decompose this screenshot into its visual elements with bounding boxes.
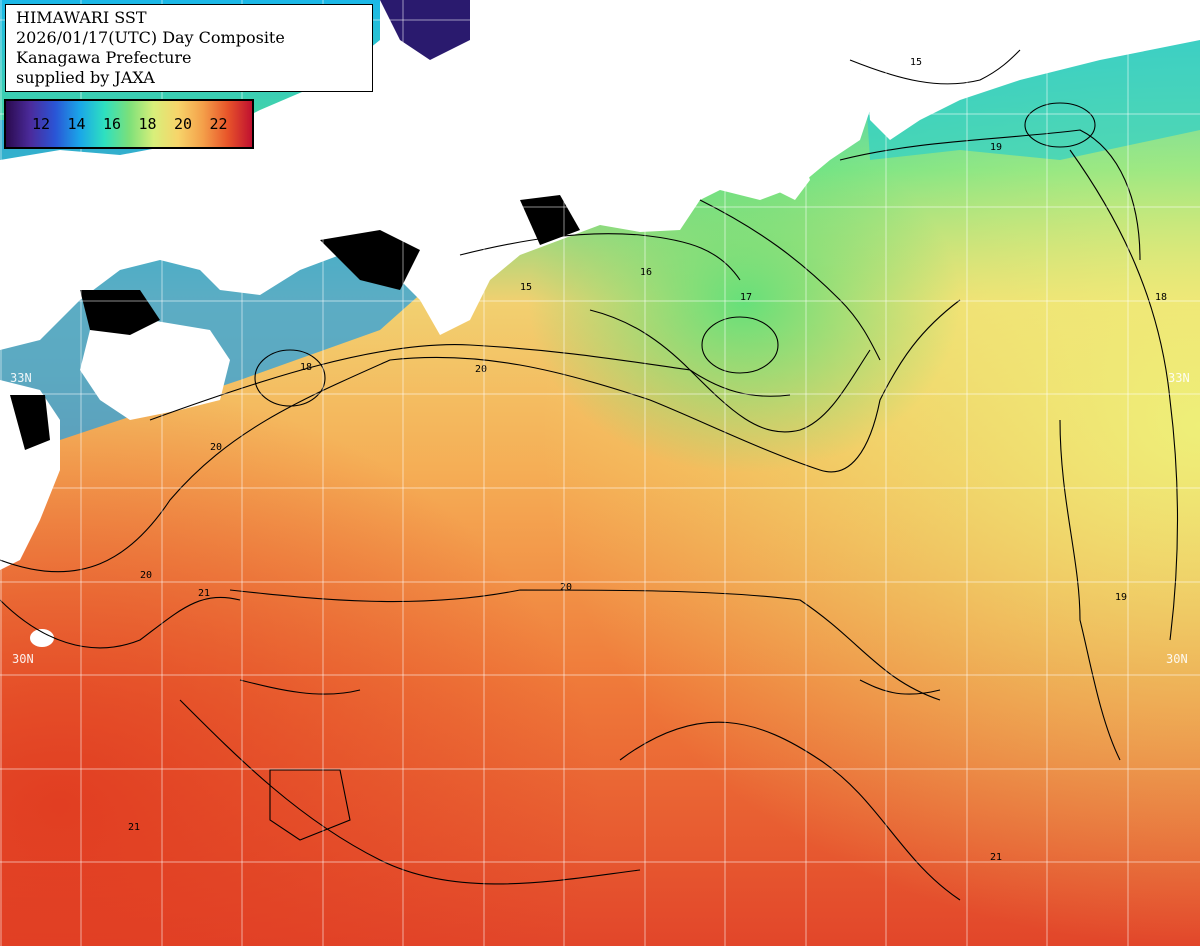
contour-17 (701, 316, 779, 374)
date-line: 2026/01/17(UTC) Day Composite (16, 28, 285, 47)
contour-label: 18 (300, 362, 312, 373)
contour-21 (619, 721, 961, 901)
contour-label: 20 (560, 582, 572, 593)
contour-label: 19 (990, 142, 1002, 153)
contour-21 (0, 596, 241, 649)
contour-17 (699, 199, 881, 361)
contour-18 (589, 309, 791, 397)
land-islet (30, 629, 54, 647)
contour-18 (1069, 149, 1179, 641)
contour-20 (229, 589, 941, 701)
contour-label: 21 (990, 852, 1002, 863)
contour-label: 16 (640, 267, 652, 278)
contour-label: 18 (1155, 292, 1167, 303)
contour-19 (839, 129, 1141, 261)
title-box: HIMAWARI SST 2026/01/17(UTC) Day Composi… (5, 4, 373, 92)
contour-label: 21 (198, 588, 210, 599)
source-line: supplied by JAXA (16, 68, 155, 87)
color-scale-legend: 12 14 16 18 20 22 (4, 99, 254, 149)
contour-label: 20 (475, 364, 487, 375)
lat-label-30n-left: 30N (12, 652, 34, 666)
lon-label-136e: 136E (483, 2, 512, 16)
title-line: HIMAWARI SST (16, 8, 147, 27)
contour-20 (0, 299, 961, 573)
legend-label: 18 (138, 115, 157, 133)
land-boso (860, 0, 1200, 140)
contour-17 (1024, 102, 1096, 148)
region-line: Kanagawa Prefecture (16, 48, 192, 67)
contour-20 (239, 679, 361, 695)
contour-label: 15 (520, 282, 532, 293)
contour-20 (269, 769, 351, 841)
contour-label: 20 (140, 570, 152, 581)
nodata-region (320, 230, 420, 290)
legend-label: 12 (32, 115, 51, 133)
lat-label-33n: 33N (1168, 371, 1190, 385)
contour-16 (459, 233, 741, 281)
contour-label: 17 (740, 292, 752, 303)
contour-18 (254, 349, 326, 407)
lat-label-33n-left: 33N (10, 371, 32, 385)
legend-label: 22 (209, 115, 228, 133)
contour-label: 20 (210, 442, 222, 453)
land-honshu (0, 0, 875, 350)
contour-label: 15 (910, 57, 922, 68)
lon-label-144e: 144E (1124, 2, 1153, 16)
lat-label-30n-right: 30N (1166, 652, 1188, 666)
contour-21 (179, 699, 641, 885)
legend-label: 16 (103, 115, 122, 133)
contour-20 (859, 679, 941, 695)
land-izu (770, 150, 810, 200)
contour-20 (1059, 419, 1121, 761)
land-shikoku (80, 320, 230, 420)
legend-labels: 12 14 16 18 20 22 (32, 115, 245, 133)
legend-label: 20 (174, 115, 193, 133)
contour-label: 21 (128, 822, 140, 833)
contour-label: 19 (1115, 592, 1127, 603)
nodata-region (10, 395, 50, 450)
legend-label: 14 (67, 115, 86, 133)
